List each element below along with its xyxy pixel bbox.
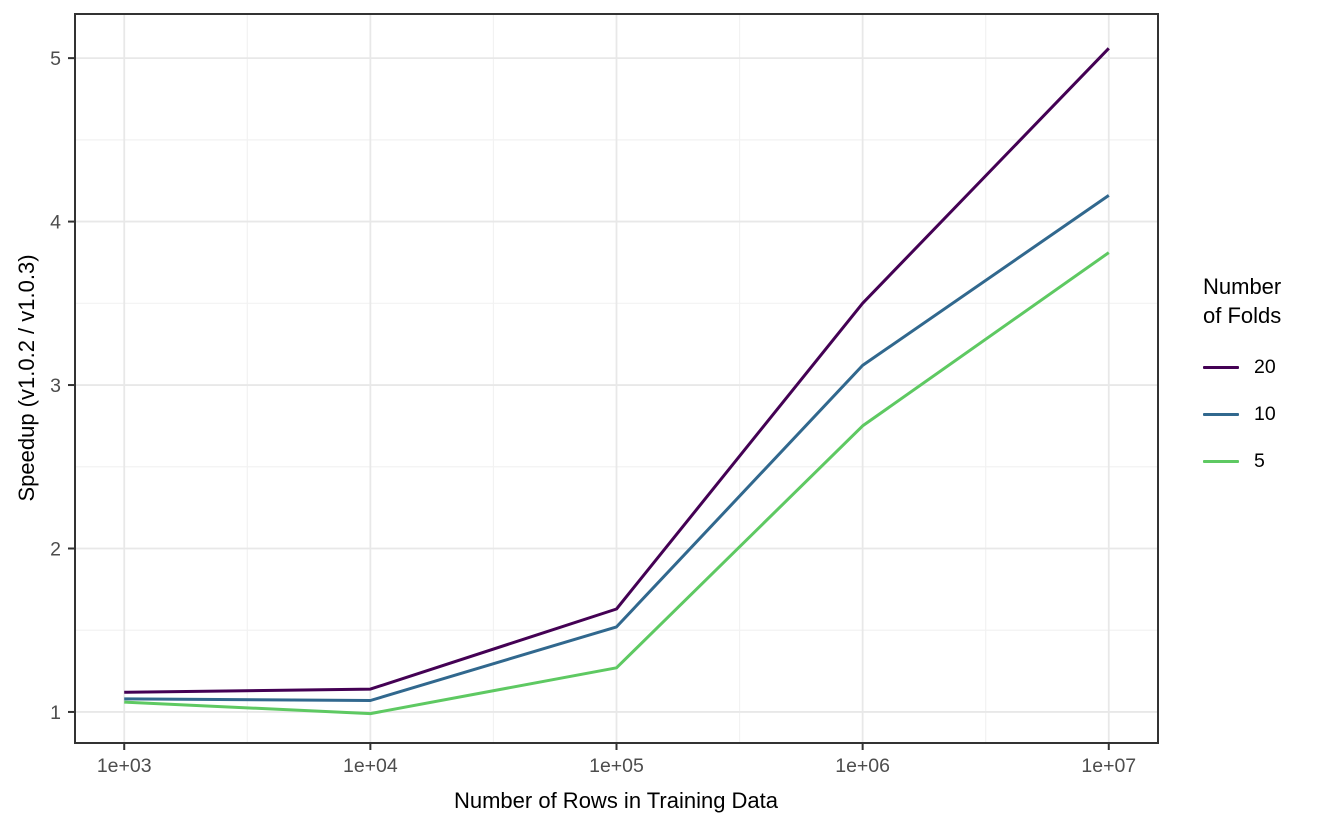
y-tick-label: 5: [50, 48, 61, 70]
legend-key-line: [1203, 365, 1239, 370]
x-tick-label: 1e+07: [1081, 755, 1136, 777]
legend-entry-label: 10: [1254, 403, 1276, 425]
legend-entry-20-folds: 20: [1203, 344, 1281, 391]
legend-entry-label: 20: [1254, 356, 1276, 378]
legend-key-line: [1203, 412, 1239, 417]
y-tick-label: 3: [50, 375, 61, 397]
legend-title-line-2: of Folds: [1203, 303, 1282, 328]
x-tick-label: 1e+06: [835, 755, 890, 777]
legend-entry-5-folds: 5: [1203, 438, 1281, 485]
series-line-5-folds: [124, 251, 1110, 716]
y-tick-label: 4: [50, 212, 61, 234]
x-axis-title: Number of Rows in Training Data: [453, 788, 779, 813]
legend: Number of Folds 20 10 5: [1203, 272, 1281, 485]
legend-entries: 20 10 5: [1203, 344, 1281, 485]
x-tick-label: 1e+05: [589, 755, 644, 777]
legend-entry-label: 5: [1254, 450, 1265, 472]
legend-title-line-1: Number: [1203, 274, 1282, 299]
series-line-20-folds: [124, 47, 1110, 694]
y-axis-title: Speedup (v1.0.2 / v1.0.3): [14, 254, 39, 502]
x-tick-label: 1e+03: [97, 755, 152, 777]
series-line-10-folds: [124, 194, 1110, 702]
y-tick-label: 1: [50, 702, 61, 724]
legend-key-line: [1203, 459, 1239, 464]
y-tick-label: 2: [50, 538, 61, 560]
x-tick-label: 1e+04: [343, 755, 398, 777]
legend-entry-10-folds: 10: [1203, 391, 1281, 438]
